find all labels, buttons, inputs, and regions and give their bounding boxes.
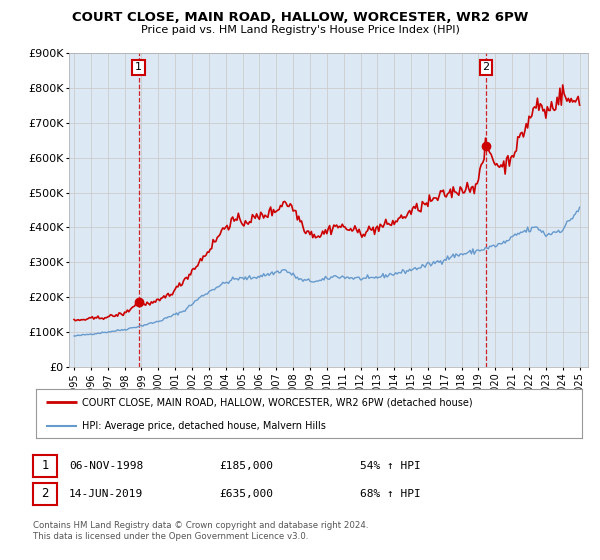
Text: 1: 1 [135,62,142,72]
Text: £185,000: £185,000 [219,461,273,471]
Text: 06-NOV-1998: 06-NOV-1998 [69,461,143,471]
Text: 2: 2 [482,62,490,72]
Text: 68% ↑ HPI: 68% ↑ HPI [360,489,421,499]
Text: £635,000: £635,000 [219,489,273,499]
Text: This data is licensed under the Open Government Licence v3.0.: This data is licensed under the Open Gov… [33,532,308,541]
Text: 2: 2 [41,487,49,501]
Text: 14-JUN-2019: 14-JUN-2019 [69,489,143,499]
Text: 54% ↑ HPI: 54% ↑ HPI [360,461,421,471]
Text: COURT CLOSE, MAIN ROAD, HALLOW, WORCESTER, WR2 6PW: COURT CLOSE, MAIN ROAD, HALLOW, WORCESTE… [72,11,528,24]
Text: COURT CLOSE, MAIN ROAD, HALLOW, WORCESTER, WR2 6PW (detached house): COURT CLOSE, MAIN ROAD, HALLOW, WORCESTE… [82,398,473,408]
Text: Contains HM Land Registry data © Crown copyright and database right 2024.: Contains HM Land Registry data © Crown c… [33,521,368,530]
Text: HPI: Average price, detached house, Malvern Hills: HPI: Average price, detached house, Malv… [82,421,326,431]
Text: Price paid vs. HM Land Registry's House Price Index (HPI): Price paid vs. HM Land Registry's House … [140,25,460,35]
Text: 1: 1 [41,459,49,473]
